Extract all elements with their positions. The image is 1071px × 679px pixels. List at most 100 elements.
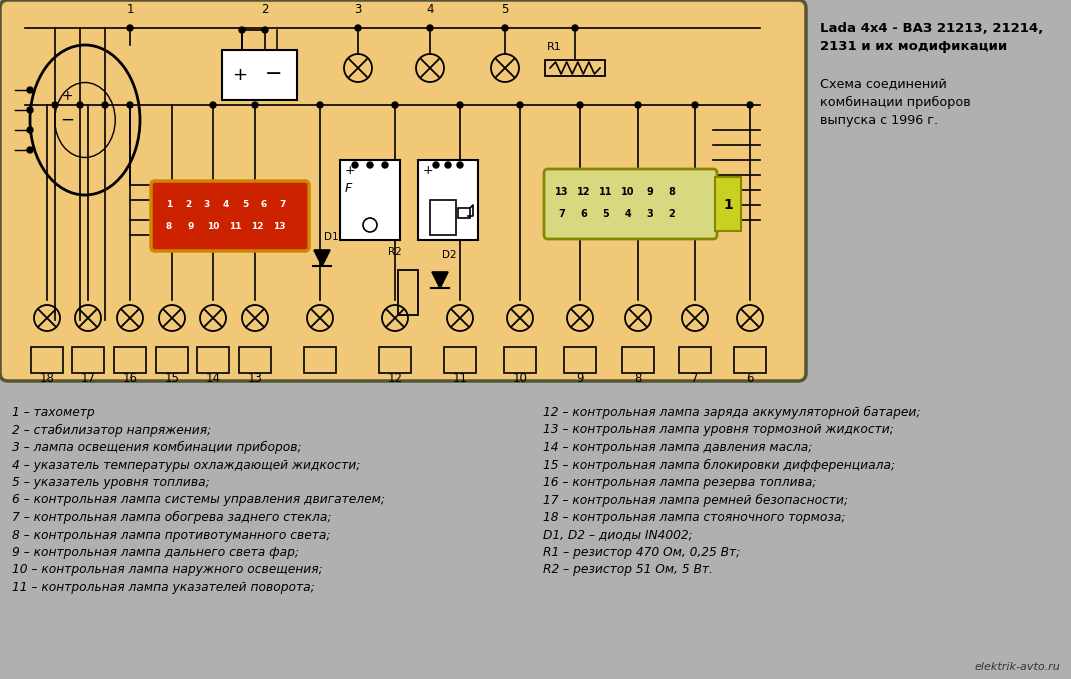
Bar	[156, 347, 188, 373]
Bar	[622, 347, 654, 373]
Text: 14: 14	[206, 372, 221, 385]
Bar	[429, 200, 456, 235]
Text: 7: 7	[559, 209, 565, 219]
Text: 12 – контрольная лампа заряда аккумуляторной батареи;: 12 – контрольная лампа заряда аккумулято…	[543, 406, 920, 419]
Text: 9: 9	[647, 187, 653, 197]
Text: комбинации приборов: комбинации приборов	[820, 96, 970, 109]
Text: 2: 2	[185, 200, 191, 209]
Text: R1: R1	[547, 42, 562, 52]
Text: 12: 12	[577, 187, 591, 197]
Circle shape	[27, 127, 33, 133]
Text: 13 – контрольная лампа уровня тормозной жидкости;: 13 – контрольная лампа уровня тормозной …	[543, 424, 894, 437]
Text: 16 – контрольная лампа резерва топлива;: 16 – контрольная лампа резерва топлива;	[543, 476, 816, 489]
Text: Схема соединений: Схема соединений	[820, 78, 947, 91]
Bar	[222, 50, 297, 100]
Bar	[398, 270, 418, 315]
Text: 8: 8	[166, 222, 172, 231]
Text: 9: 9	[576, 372, 584, 385]
Text: 12: 12	[388, 372, 403, 385]
Text: elektrik-avto.ru: elektrik-avto.ru	[975, 662, 1060, 672]
Bar	[239, 347, 271, 373]
Text: 3: 3	[355, 3, 362, 16]
Text: 10: 10	[207, 222, 220, 231]
Circle shape	[572, 25, 578, 31]
Bar	[197, 347, 229, 373]
Polygon shape	[314, 250, 330, 266]
Circle shape	[127, 102, 133, 108]
Circle shape	[52, 102, 58, 108]
Text: 6: 6	[261, 200, 267, 209]
Text: R1 – резистор 470 Ом, 0,25 Вт;: R1 – резистор 470 Ом, 0,25 Вт;	[543, 546, 740, 559]
Circle shape	[433, 162, 439, 168]
Bar	[545, 60, 605, 76]
Text: 18: 18	[40, 372, 55, 385]
Text: 6: 6	[746, 372, 754, 385]
Bar	[379, 347, 411, 373]
Text: 9: 9	[187, 222, 194, 231]
Circle shape	[239, 27, 245, 33]
Text: 10: 10	[621, 187, 635, 197]
Text: 7: 7	[691, 372, 698, 385]
Circle shape	[367, 162, 373, 168]
Bar	[444, 347, 476, 373]
Text: 13: 13	[555, 187, 569, 197]
Bar	[734, 347, 766, 373]
Text: 5: 5	[501, 3, 509, 16]
Text: 11 – контрольная лампа указателей поворота;: 11 – контрольная лампа указателей поворо…	[12, 581, 315, 594]
Text: 16: 16	[122, 372, 137, 385]
Bar	[715, 177, 741, 231]
Text: 11: 11	[600, 187, 613, 197]
Circle shape	[210, 102, 216, 108]
Text: 1: 1	[166, 200, 172, 209]
Circle shape	[427, 25, 433, 31]
Bar	[458, 208, 470, 218]
Text: 2131 и их модификации: 2131 и их модификации	[820, 40, 1007, 53]
Text: 8 – контрольная лампа противотуманного света;: 8 – контрольная лампа противотуманного с…	[12, 528, 331, 541]
Text: 14 – контрольная лампа давления масла;: 14 – контрольная лампа давления масла;	[543, 441, 813, 454]
Text: 8: 8	[634, 372, 642, 385]
FancyBboxPatch shape	[151, 181, 310, 251]
Text: 9 – контрольная лампа дальнего света фар;: 9 – контрольная лампа дальнего света фар…	[12, 546, 299, 559]
Text: 4: 4	[426, 3, 434, 16]
Text: 4: 4	[223, 200, 229, 209]
Text: 2: 2	[668, 209, 676, 219]
Text: 4: 4	[624, 209, 632, 219]
Text: D1, D2 – диоды IN4002;: D1, D2 – диоды IN4002;	[543, 528, 693, 541]
Polygon shape	[432, 272, 448, 288]
Bar	[31, 347, 63, 373]
Text: 1: 1	[723, 198, 733, 212]
Text: 1 – тахометр: 1 – тахометр	[12, 406, 94, 419]
Circle shape	[27, 87, 33, 93]
Circle shape	[262, 27, 268, 33]
Circle shape	[392, 102, 398, 108]
Text: 18 – контрольная лампа стояночного тормоза;: 18 – контрольная лампа стояночного тормо…	[543, 511, 845, 524]
Circle shape	[692, 102, 698, 108]
Text: 4 – указатель температуры охлаждающей жидкости;: 4 – указатель температуры охлаждающей жи…	[12, 458, 360, 471]
Text: 6 – контрольная лампа системы управления двигателем;: 6 – контрольная лампа системы управления…	[12, 494, 384, 507]
Text: R2 – резистор 51 Ом, 5 Вт.: R2 – резистор 51 Ом, 5 Вт.	[543, 564, 713, 576]
Text: 3: 3	[203, 200, 210, 209]
Text: +: +	[61, 89, 73, 103]
Bar	[304, 347, 336, 373]
Text: 7 – контрольная лампа обогрева заднего стекла;: 7 – контрольная лампа обогрева заднего с…	[12, 511, 332, 524]
Text: F: F	[345, 182, 352, 195]
Circle shape	[457, 102, 463, 108]
Circle shape	[27, 147, 33, 153]
Text: −: −	[60, 111, 74, 129]
Circle shape	[457, 162, 463, 168]
Circle shape	[746, 102, 753, 108]
Text: 5 – указатель уровня топлива;: 5 – указатель уровня топлива;	[12, 476, 210, 489]
Circle shape	[317, 102, 323, 108]
Bar	[340, 160, 399, 240]
Text: 1: 1	[126, 3, 134, 16]
Circle shape	[102, 102, 108, 108]
Text: 11: 11	[229, 222, 241, 231]
Text: D2: D2	[442, 250, 456, 260]
Bar	[679, 347, 711, 373]
Text: 7: 7	[280, 200, 286, 209]
Text: 3 – лампа освещения комбинации приборов;: 3 – лампа освещения комбинации приборов;	[12, 441, 302, 454]
Text: 5: 5	[603, 209, 609, 219]
Text: 2: 2	[261, 3, 269, 16]
Text: 11: 11	[453, 372, 468, 385]
Text: −: −	[266, 64, 283, 84]
